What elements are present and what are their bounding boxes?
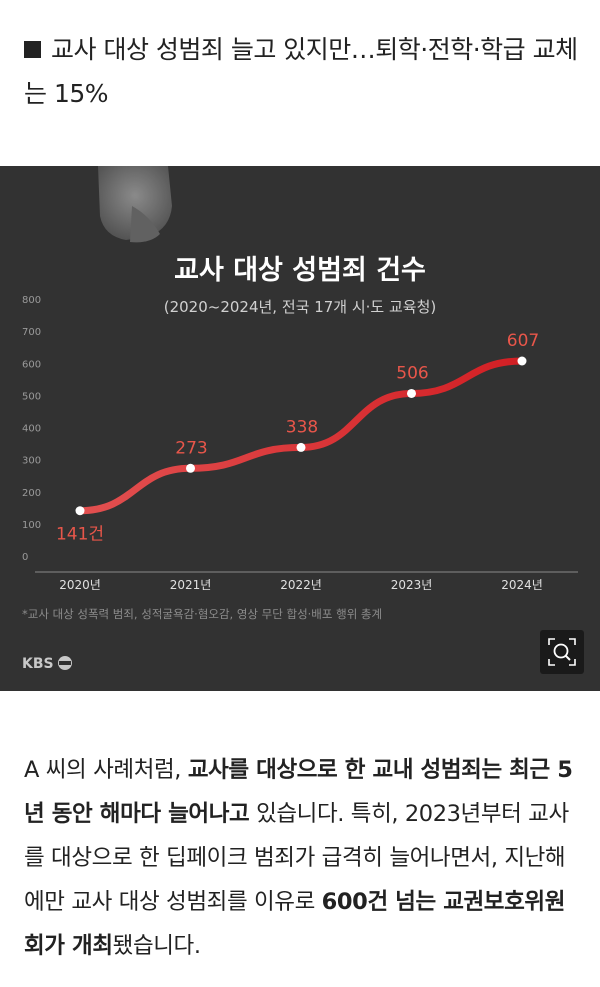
y-tick-label: 800 xyxy=(22,295,41,306)
kbs-logo: KBS xyxy=(22,656,72,672)
y-tick-label: 400 xyxy=(22,424,41,435)
y-tick-label: 300 xyxy=(22,456,41,467)
data-point xyxy=(75,506,85,516)
kbs-logo-text: KBS xyxy=(22,656,54,672)
hand-illustration xyxy=(98,166,172,243)
y-tick-label: 600 xyxy=(22,359,41,370)
x-tick-label: 2022년 xyxy=(280,578,322,592)
headline-text: 교사 대상 성범죄 늘고 있지만…퇴학·전학·학급 교체는 15% xyxy=(24,35,578,108)
data-label: 506 xyxy=(396,363,428,383)
article-headline: 교사 대상 성범죄 늘고 있지만…퇴학·전학·학급 교체는 15% xyxy=(24,28,580,116)
x-tick-label: 2023년 xyxy=(391,578,433,592)
y-tick-label: 100 xyxy=(22,520,41,531)
body-text-segment: 있습니다. 특히, 2023년부터 교사를 대상으로 한 딥페이크 범죄가 급격… xyxy=(24,801,569,915)
article-body-paragraph: A 씨의 사례처럼, 교사를 대상으로 한 교내 성범죄는 최근 5년 동안 해… xyxy=(24,748,580,968)
data-labels: 141건 273 338 506 607 xyxy=(56,331,539,545)
chart-footnote: *교사 대상 성폭력 범죄, 성적굴욕감·혐오감, 영상 무단 합성·배포 행위… xyxy=(22,607,382,621)
y-tick-label: 500 xyxy=(22,391,41,402)
y-tick-label: 0 xyxy=(22,552,28,563)
zoom-search-icon xyxy=(548,638,576,666)
data-point xyxy=(407,388,416,398)
body-text-segment: A 씨의 사례처럼, xyxy=(24,757,188,783)
data-point xyxy=(186,463,195,473)
data-point xyxy=(296,442,306,452)
data-label: 338 xyxy=(286,417,318,437)
x-axis-ticks: 2020년 2021년 2022년 2023년 2024년 xyxy=(59,578,543,592)
square-bullet-icon xyxy=(24,41,41,58)
body-text-segment: 됐습니다. xyxy=(112,933,201,959)
data-point xyxy=(517,356,527,366)
x-tick-label: 2021년 xyxy=(170,578,212,592)
line-chart: 교사 대상 성범죄 건수 (2020~2024년, 전국 17개 시·도 교육청… xyxy=(22,166,578,672)
body-text-emphasis: 600건 넘는 교권보호위원회가 개최 xyxy=(24,889,566,959)
x-tick-label: 2020년 xyxy=(59,578,101,592)
chart-subtitle: (2020~2024년, 전국 17개 시·도 교육청) xyxy=(164,298,437,316)
data-label: 273 xyxy=(175,438,207,458)
chart-title: 교사 대상 성범죄 건수 xyxy=(174,255,426,286)
data-label: 141건 xyxy=(56,525,104,545)
chart-figure: 교사 대상 성범죄 건수 (2020~2024년, 전국 17개 시·도 교육청… xyxy=(0,166,600,691)
data-points xyxy=(75,356,527,516)
y-axis-ticks: 0 100 200 300 400 500 600 700 800 xyxy=(22,295,41,563)
x-tick-label: 2024년 xyxy=(501,578,543,592)
y-tick-label: 200 xyxy=(22,488,41,499)
y-tick-label: 700 xyxy=(22,327,41,338)
zoom-button[interactable] xyxy=(540,630,584,674)
data-label: 607 xyxy=(507,331,539,351)
body-text-emphasis: 교사를 대상으로 한 교내 성범죄는 최근 5년 동안 해마다 늘어나고 xyxy=(24,757,573,827)
